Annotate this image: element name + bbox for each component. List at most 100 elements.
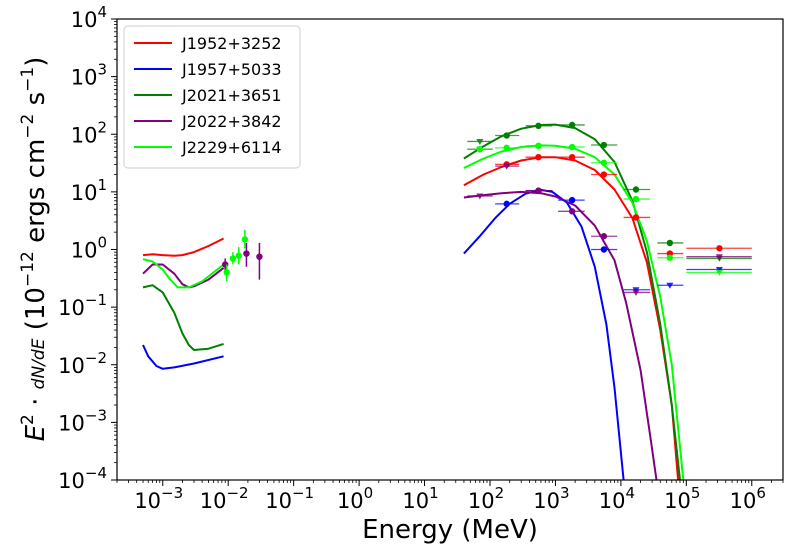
point-marker bbox=[235, 252, 242, 259]
point-j2022-3842-10 bbox=[686, 254, 752, 261]
y-axis-label: E2 · dN/dE (10−12 ergs cm−2 s−1) bbox=[18, 57, 51, 442]
x-tick-label: 101 bbox=[402, 484, 438, 513]
upper-limit-marker bbox=[715, 254, 723, 261]
point-j1952-3252-2 bbox=[558, 153, 585, 161]
curve-j2229-6114-low bbox=[142, 258, 225, 289]
point-j2229-6114-6 bbox=[525, 142, 553, 150]
point-j2229-6114-11 bbox=[686, 269, 752, 276]
upper-limit-marker bbox=[632, 289, 640, 296]
point-marker bbox=[600, 159, 608, 166]
legend-label-3: J2022+3842 bbox=[181, 112, 282, 131]
point-j1952-3252-1 bbox=[525, 153, 553, 161]
point-marker bbox=[476, 146, 484, 153]
point-marker bbox=[535, 122, 542, 130]
curve-j2021-3651-high bbox=[463, 123, 681, 480]
y-tick-label: 103 bbox=[71, 61, 107, 90]
x-tick-label: 10−2 bbox=[200, 484, 249, 513]
point-marker bbox=[256, 253, 263, 260]
point-j2022-3842-2 bbox=[256, 242, 263, 280]
x-axis-label: Energy (MeV) bbox=[362, 515, 538, 545]
point-j2229-6114-4 bbox=[467, 146, 493, 153]
point-j2229-6114-8 bbox=[591, 159, 618, 166]
point-j2022-3842-7 bbox=[558, 208, 585, 215]
curve-j1952-3252-high bbox=[463, 156, 680, 480]
legend-label-4: J2229+6114 bbox=[181, 138, 282, 157]
point-marker bbox=[716, 245, 723, 252]
point-j2229-6114-2 bbox=[235, 247, 242, 265]
y-tick-label: 101 bbox=[71, 176, 107, 205]
data-points bbox=[221, 121, 752, 296]
point-marker bbox=[666, 239, 674, 247]
y-tick-label: 10−4 bbox=[58, 464, 107, 493]
upper-limit-marker bbox=[715, 269, 723, 276]
x-tick-labels: 10−3 10−2 10−1 100 101 102 103 104 105 106 bbox=[134, 484, 766, 513]
point-marker bbox=[503, 144, 510, 152]
point-marker bbox=[600, 246, 608, 253]
point-j2229-6114-0 bbox=[223, 264, 230, 282]
legend-label-2: J2021+3651 bbox=[181, 86, 282, 105]
point-marker bbox=[243, 250, 250, 257]
legend: J1952+3252 J1957+5033 J2021+3651 J2022+3842… bbox=[123, 25, 301, 169]
point-j2022-3842-4 bbox=[467, 193, 493, 200]
point-j2021-3651-4 bbox=[591, 141, 618, 149]
point-j2021-3651-0 bbox=[467, 138, 493, 145]
point-marker bbox=[535, 187, 542, 194]
point-j2021-3651-3 bbox=[558, 121, 585, 129]
y-tick-label: 102 bbox=[71, 118, 107, 147]
point-marker bbox=[632, 186, 640, 193]
point-marker bbox=[568, 153, 576, 161]
legend-label-0: J1952+3252 bbox=[181, 34, 282, 53]
curve-j2022-3842-low bbox=[142, 263, 225, 289]
point-marker bbox=[241, 236, 249, 243]
point-j1952-3252-6 bbox=[686, 245, 752, 252]
point-j2229-6114-5 bbox=[495, 144, 520, 152]
curve-j1957-5033-low bbox=[142, 344, 224, 370]
point-marker bbox=[535, 153, 542, 161]
x-tick-label: 105 bbox=[664, 484, 700, 513]
curve-j1957-5033-high bbox=[463, 188, 625, 480]
upper-limit-marker bbox=[476, 193, 484, 200]
upper-limit-marker bbox=[476, 138, 484, 145]
point-j1957-5033-5 bbox=[657, 282, 684, 289]
point-marker bbox=[568, 121, 576, 129]
upper-limit-marker bbox=[503, 163, 511, 170]
point-j2021-3651-6 bbox=[657, 239, 684, 247]
point-marker bbox=[632, 214, 640, 221]
point-j1957-5033-3 bbox=[591, 246, 618, 253]
point-marker bbox=[568, 143, 576, 151]
point-j2229-6114-9 bbox=[623, 195, 651, 203]
x-tick-label: 106 bbox=[730, 484, 766, 513]
y-tick-label: 10−3 bbox=[58, 406, 107, 435]
x-tick-label: 102 bbox=[468, 484, 504, 513]
point-j1952-3252-4 bbox=[623, 214, 651, 221]
point-marker bbox=[223, 269, 230, 276]
x-tick-label: 10−3 bbox=[134, 484, 183, 513]
point-j2022-3842-6 bbox=[525, 187, 553, 194]
x-tick-label: 103 bbox=[533, 484, 569, 513]
point-marker bbox=[229, 255, 237, 262]
point-j2022-3842-1 bbox=[243, 242, 250, 267]
point-marker bbox=[568, 208, 576, 215]
point-j2022-3842-9 bbox=[623, 289, 651, 296]
y-tick-label: 104 bbox=[71, 3, 107, 32]
point-marker bbox=[632, 195, 640, 203]
y-tick-labels: 10−4 10−3 10−2 10−1 100 101 102 103 104 bbox=[58, 3, 107, 493]
point-j1952-3252-3 bbox=[591, 171, 618, 178]
model-curves bbox=[142, 123, 685, 480]
y-tick-label: 100 bbox=[71, 234, 107, 263]
curve-j2022-3842-high bbox=[463, 190, 658, 480]
point-marker bbox=[600, 171, 608, 178]
point-marker bbox=[666, 254, 674, 261]
x-tick-label: 100 bbox=[337, 484, 373, 513]
point-marker bbox=[503, 132, 510, 139]
axis-ticks bbox=[111, 18, 784, 486]
legend-label-1: J1957+5033 bbox=[181, 60, 282, 79]
x-tick-label: 104 bbox=[599, 484, 635, 513]
point-j1957-5033-0 bbox=[495, 200, 520, 208]
point-j2229-6114-1 bbox=[229, 252, 237, 265]
point-j2229-6114-10 bbox=[657, 254, 684, 261]
curve-j1952-3252-low bbox=[142, 237, 225, 257]
point-j2229-6114-7 bbox=[558, 143, 585, 151]
point-marker bbox=[600, 141, 608, 149]
